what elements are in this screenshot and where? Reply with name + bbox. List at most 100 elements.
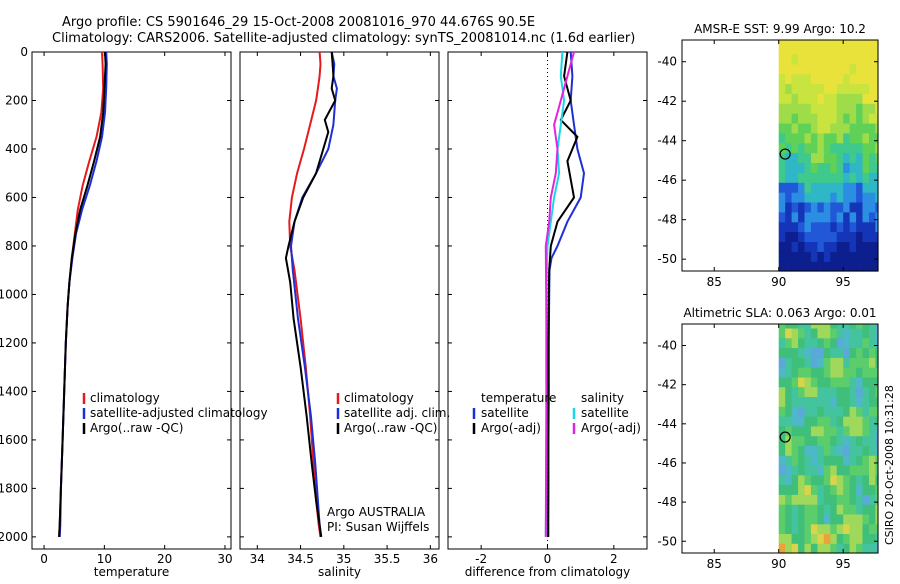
amsre_sst-cell (798, 182, 806, 193)
amsre_sst-cell (849, 182, 857, 193)
altimetric_sla-cell (849, 464, 857, 476)
altimetric_sla-cell (817, 406, 825, 417)
amsre_sst-cell (785, 73, 793, 85)
amsre_sst-cell (836, 162, 844, 173)
altimetric_sla-cell (856, 523, 864, 534)
amsre_sst-cell (836, 211, 844, 223)
amsre_sst-cell (791, 211, 799, 223)
altimetric_sla-cell (798, 357, 806, 368)
amsre_sst-cell (804, 83, 812, 94)
altimetric_sla-cell (856, 445, 864, 456)
altimetric_sla-cell (843, 533, 851, 544)
altimetric_sla-cell (810, 425, 818, 437)
amsre_sst-cell (849, 113, 857, 124)
amsre_sst-cell (778, 211, 786, 223)
amsre_sst-cell (817, 192, 825, 203)
diff-legend-label: satellite (481, 406, 529, 420)
amsre_sst-cell (869, 211, 876, 223)
amsre_sst-cell (849, 93, 857, 104)
altimetric_sla-cell (823, 406, 831, 417)
amsre_sst-cell (810, 142, 818, 154)
amsre_sst-cell (836, 201, 844, 213)
altimetric_sla-cell (875, 455, 879, 466)
altimetric_sla-cell (875, 484, 879, 495)
amsre_sst-cell (856, 53, 864, 65)
amsre_sst-cell (830, 103, 838, 114)
difference-series-line-3 (544, 51, 575, 537)
amsre_sst-cell (875, 73, 879, 85)
altimetric_sla-cell (869, 324, 876, 329)
amsre_sst-cell (810, 192, 818, 203)
altimetric_sla-cell (791, 347, 799, 358)
amsre_sst-cell (804, 231, 812, 242)
altimetric_sla-cell (869, 327, 876, 339)
amsre_sst-cell (817, 132, 825, 144)
altimetric_sla-cell (810, 337, 818, 349)
altimetric_sla-cell (791, 367, 799, 378)
altimetric_sla-cell (875, 523, 879, 534)
amsre_sst-cell (875, 83, 879, 94)
altimetric_sla-cell (804, 484, 812, 495)
amsre_sst-cell (836, 182, 844, 193)
altimetric_sla-cell (862, 435, 870, 446)
amsre_sst-cell (849, 43, 857, 55)
altimetric_sla-ytick-label: -46 (657, 456, 677, 470)
amsre_sst-cell (875, 201, 879, 213)
amsre_sst-cell (778, 113, 786, 124)
amsre_sst-cell (836, 63, 844, 75)
amsre_sst-cell (862, 241, 870, 252)
altimetric_sla-cell (836, 445, 844, 456)
altimetric_sla-cell (830, 425, 838, 437)
amsre_sst-cell (785, 113, 793, 124)
altimetric_sla-cell (862, 523, 870, 534)
amsre_sst-cell (810, 231, 818, 242)
amsre_sst-cell (856, 122, 864, 134)
amsre_sst-cell (778, 241, 786, 252)
amsre_sst-cell (817, 172, 825, 183)
argo-annotation: Argo AUSTRALIA (327, 505, 426, 519)
altimetric_sla-cell (791, 425, 799, 437)
amsre_sst-cell (862, 211, 870, 223)
amsre_sst-cell (843, 201, 851, 213)
amsre_sst-cell (856, 83, 864, 94)
amsre_sst-cell (843, 93, 851, 104)
altimetric_sla-cell (849, 347, 857, 358)
amsre_sst-cell (817, 43, 825, 55)
amsre_sst-cell (875, 53, 879, 65)
amsre_sst-cell (804, 113, 812, 124)
amsre_sst-cell (849, 221, 857, 233)
altimetric_sla-cell (817, 337, 825, 349)
amsre_sst-cell (869, 221, 876, 233)
altimetric_sla-cell (791, 337, 799, 349)
altimetric_sla-cell (785, 416, 793, 427)
amsre_sst-cell (843, 113, 851, 124)
amsre_sst-cell (862, 63, 870, 75)
amsre_sst-cell (875, 192, 879, 203)
altimetric_sla-cell (856, 347, 864, 358)
amsre_sst-cell (823, 93, 831, 104)
amsre_sst-cell (843, 53, 851, 65)
amsre_sst-cell (836, 103, 844, 114)
amsre_sst-cell (823, 231, 831, 242)
amsre_sst-cell (798, 241, 806, 252)
amsre_sst-cell (785, 103, 793, 114)
amsre_sst-cell (849, 172, 857, 183)
amsre_sst-cell (817, 40, 825, 45)
amsre_sst-cell (862, 261, 870, 272)
altimetric_sla-cell (823, 455, 831, 466)
difference-xtick-label: 2 (610, 552, 618, 566)
amsre_sst-cell (778, 103, 786, 114)
amsre_sst-cell (862, 251, 870, 262)
amsre_sst-cell (791, 162, 799, 173)
altimetric_sla-cell (862, 494, 870, 505)
amsre_sst-cell (798, 93, 806, 104)
amsre_sst-cell (791, 221, 799, 233)
amsre_sst-cell (856, 182, 864, 193)
temperature-panel: 0 10 20 30 0 200 400 600 800 1000 1200 1400 1600 1800… (0, 45, 268, 579)
altimetric_sla-cell (849, 406, 857, 417)
altimetric_sla-cell (875, 376, 879, 388)
altimetric_sla-cell (778, 445, 786, 456)
altimetric_sla-cell (804, 376, 812, 388)
amsre_sst-cell (823, 43, 831, 55)
altimetric_sla-ytick-label: -42 (657, 378, 677, 392)
